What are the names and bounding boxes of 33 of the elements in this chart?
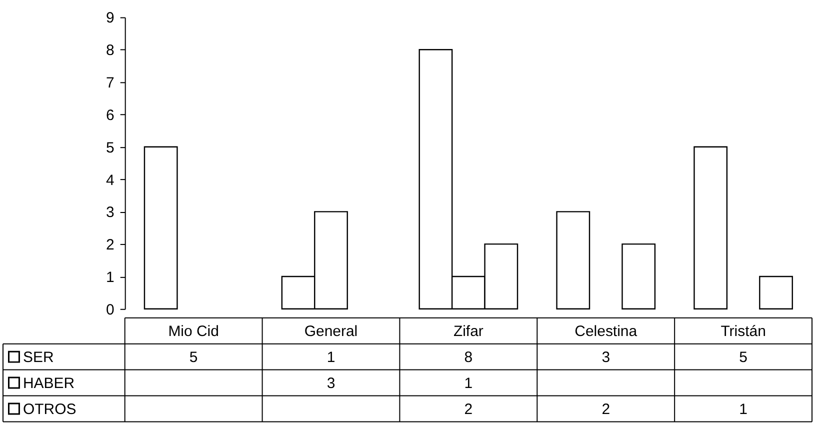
data-label: 1 xyxy=(739,400,748,418)
x-tick-label: General xyxy=(304,322,358,340)
data-label: 1 xyxy=(326,348,336,366)
y-tick-label: 7 xyxy=(106,74,114,92)
y-tick-label: 5 xyxy=(106,139,114,156)
bar xyxy=(556,211,590,310)
data-label: 5 xyxy=(189,348,198,366)
y-tick-label: 1 xyxy=(106,268,114,286)
legend-label: OTROS xyxy=(22,400,76,418)
x-tick-label: Celestina xyxy=(574,322,638,340)
x-tick-label: Zifar xyxy=(453,322,484,340)
y-tick-label: 0 xyxy=(106,301,114,318)
y-tick-label: 9 xyxy=(106,10,114,27)
y-tick-label: 3 xyxy=(106,204,114,222)
y-tick-label: 8 xyxy=(106,42,114,60)
data-label: 1 xyxy=(464,374,473,392)
x-tick-label: Mio Cid xyxy=(168,322,219,340)
data-label: 5 xyxy=(739,348,748,366)
data-label: 2 xyxy=(602,400,610,418)
legend-label: HABER xyxy=(22,374,75,392)
data-label: 3 xyxy=(326,374,336,392)
data-label: 3 xyxy=(602,348,610,366)
x-tick-label: Tristán xyxy=(720,322,766,340)
data-label: 8 xyxy=(464,348,473,366)
legend-label: SER xyxy=(22,348,54,366)
y-tick-label: 4 xyxy=(106,172,114,189)
bar xyxy=(759,276,793,310)
y-tick-label: 2 xyxy=(106,236,114,254)
data-label: 2 xyxy=(464,400,473,418)
bar xyxy=(144,146,178,310)
bar xyxy=(622,243,656,310)
y-tick-label: 6 xyxy=(106,106,114,124)
bar xyxy=(694,146,728,310)
